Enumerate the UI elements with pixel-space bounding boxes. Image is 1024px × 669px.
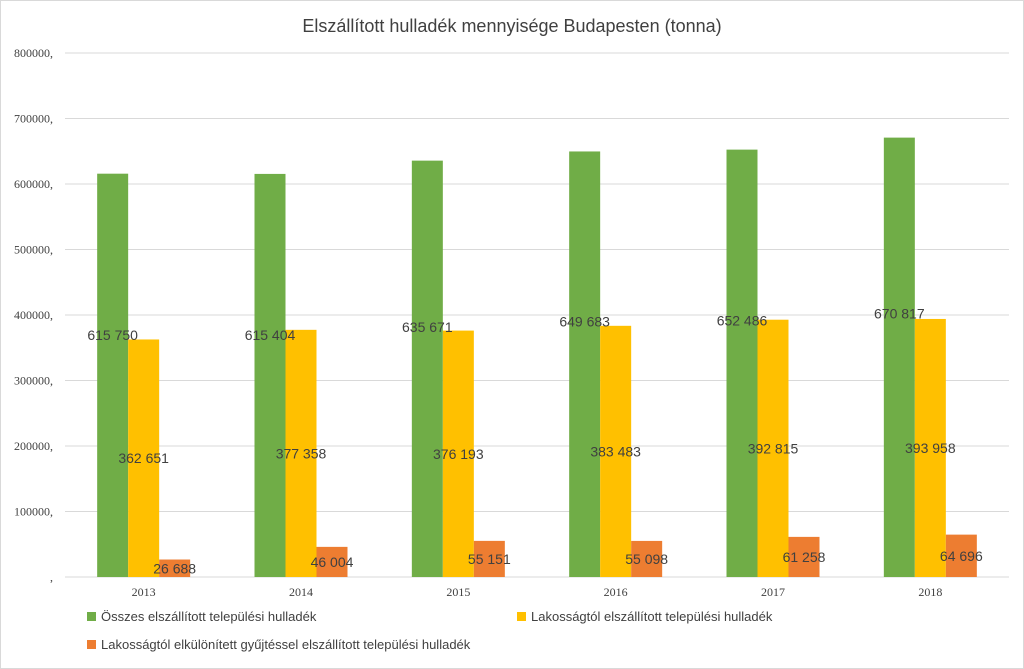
legend-label-3: Lakosságtól elkülönített gyűjtéssel elsz… [101, 637, 471, 652]
data-label: 46 004 [311, 554, 354, 570]
y-tick-label: 500000, [14, 243, 53, 257]
y-tick-label: 600000, [14, 177, 53, 191]
legend-label-1: Összes elszállított települési hulladék [101, 609, 317, 624]
data-label: 383 483 [590, 443, 641, 459]
y-axis-tick-labels: , 100000, 200000, 300000, 400000, 500000, 6000… [14, 46, 53, 584]
y-tick-label: 700000, [14, 112, 53, 126]
x-tick-label: 2015 [446, 585, 470, 599]
data-label: 362 651 [118, 450, 169, 466]
data-label: 615 404 [245, 327, 296, 343]
bar-series-1-2014 [254, 173, 286, 577]
bar-series-1-2018 [883, 137, 915, 577]
data-label: 670 817 [874, 305, 925, 321]
data-label: 393 958 [905, 440, 956, 456]
x-tick-label: 2013 [132, 585, 156, 599]
data-label: 55 098 [625, 551, 668, 567]
bar-series-1-2015 [411, 160, 443, 577]
bar-series-3-2018 [945, 534, 977, 577]
x-tick-label: 2014 [289, 585, 313, 599]
y-tick-label: 200000, [14, 439, 53, 453]
legend-swatch-2 [517, 612, 526, 621]
legend-swatch-3 [87, 640, 96, 649]
bars [97, 137, 977, 577]
data-labels: 615 750 362 651 26 688 615 404 377 358 46 004… [87, 305, 983, 576]
legend-label-2: Lakosságtól elszállított települési hull… [531, 609, 773, 624]
chart-title: Elszállított hulladék mennyisége Budapes… [302, 16, 721, 36]
data-label: 649 683 [559, 314, 610, 330]
y-tick-label: 100000, [14, 505, 53, 519]
bar-series-1-2017 [726, 149, 758, 577]
x-tick-label: 2018 [918, 585, 942, 599]
bar-series-2-2013 [128, 339, 160, 577]
bar-series-2-2015 [442, 330, 474, 577]
bar-series-3-2017 [788, 536, 820, 577]
data-label: 61 258 [783, 549, 826, 565]
x-axis-tick-labels: 2013 2014 2015 2016 2017 2018 [132, 585, 943, 599]
bar-series-1-2016 [569, 151, 601, 577]
bar-series-1-2013 [97, 173, 129, 577]
y-tick-label: 400000, [14, 308, 53, 322]
data-label: 377 358 [276, 445, 327, 461]
bar-series-3-2015 [473, 540, 505, 577]
legend-swatch-1 [87, 612, 96, 621]
y-tick-label: 800000, [14, 46, 53, 60]
data-label: 55 151 [468, 551, 511, 567]
data-label: 392 815 [748, 440, 799, 456]
bar-series-3-2014 [316, 546, 348, 577]
gridlines [65, 52, 1009, 578]
x-tick-label: 2017 [761, 585, 785, 599]
data-label: 652 486 [717, 313, 768, 329]
bar-series-2-2018 [914, 318, 946, 577]
bar-series-2-2016 [600, 325, 632, 577]
data-label: 64 696 [940, 548, 983, 564]
y-tick-label: , [50, 570, 53, 584]
data-label: 26 688 [153, 560, 196, 576]
y-tick-label: 300000, [14, 374, 53, 388]
data-label: 635 671 [402, 319, 453, 335]
bar-series-2-2014 [285, 329, 317, 577]
bar-series-2-2017 [757, 319, 789, 577]
legend: Összes elszállított települési hulladék L… [87, 609, 773, 652]
bar-series-3-2016 [631, 540, 663, 577]
x-tick-label: 2016 [604, 585, 628, 599]
data-label: 376 193 [433, 446, 484, 462]
bar-series-3-2013 [159, 559, 191, 577]
data-label: 615 750 [87, 327, 138, 343]
